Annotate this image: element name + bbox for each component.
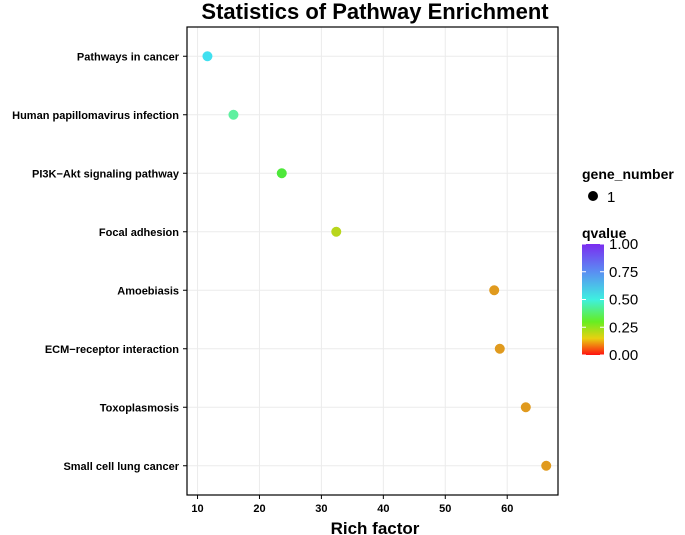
data-points — [202, 51, 552, 471]
legend: gene_number 1 qvalue 1.00 0.75 0.50 0.25 0.0… — [582, 166, 674, 364]
colorbar-tick-label: 0.00 — [609, 347, 638, 364]
colorbar-ticks: 1.00 0.75 0.50 0.25 0.00 — [582, 236, 638, 364]
colorbar-tick-label: 0.50 — [609, 292, 638, 309]
y-tick-label: Pathways in cancer — [77, 51, 180, 63]
legend-color-title: qvalue — [582, 225, 627, 241]
colorbar-tick-label: 0.75 — [609, 264, 638, 281]
qvalue-colorbar — [582, 244, 604, 355]
y-tick-label: PI3K−Akt signaling pathway — [32, 168, 180, 180]
x-axis: 10 20 30 40 50 60 — [191, 495, 513, 515]
colorbar-tick-label: 0.25 — [609, 319, 638, 336]
y-tick-label: Toxoplasmosis — [100, 402, 179, 414]
data-point — [494, 343, 505, 354]
colorbar-tick-label: 1.00 — [609, 236, 638, 253]
x-tick-label: 60 — [501, 503, 513, 515]
x-axis-label: Rich factor — [331, 519, 420, 535]
legend-size-label: 1 — [607, 189, 615, 206]
x-tick-label: 30 — [315, 503, 327, 515]
y-tick-label: Focal adhesion — [99, 227, 179, 239]
legend-size-symbol — [588, 191, 598, 201]
y-axis: Pathways in cancer Human papillomavirus i… — [12, 51, 187, 473]
x-tick-label: 40 — [377, 503, 389, 515]
grid-lines — [187, 27, 558, 495]
x-tick-label: 10 — [191, 503, 203, 515]
y-tick-label: Amoebiasis — [117, 285, 179, 297]
y-tick-label: ECM−receptor interaction — [45, 344, 179, 356]
data-point — [228, 109, 239, 120]
legend-size-title: gene_number — [582, 166, 674, 182]
data-point — [489, 285, 500, 296]
data-point — [276, 168, 287, 179]
plot-panel — [186, 26, 559, 496]
x-tick-label: 20 — [253, 503, 265, 515]
data-point — [541, 460, 552, 471]
chart-title: Statistics of Pathway Enrichment — [201, 0, 549, 24]
data-point — [202, 51, 213, 62]
y-tick-label: Human papillomavirus infection — [12, 110, 179, 122]
data-point — [520, 402, 531, 413]
data-point — [331, 226, 342, 237]
x-tick-label: 50 — [439, 503, 451, 515]
y-tick-label: Small cell lung cancer — [63, 461, 179, 473]
